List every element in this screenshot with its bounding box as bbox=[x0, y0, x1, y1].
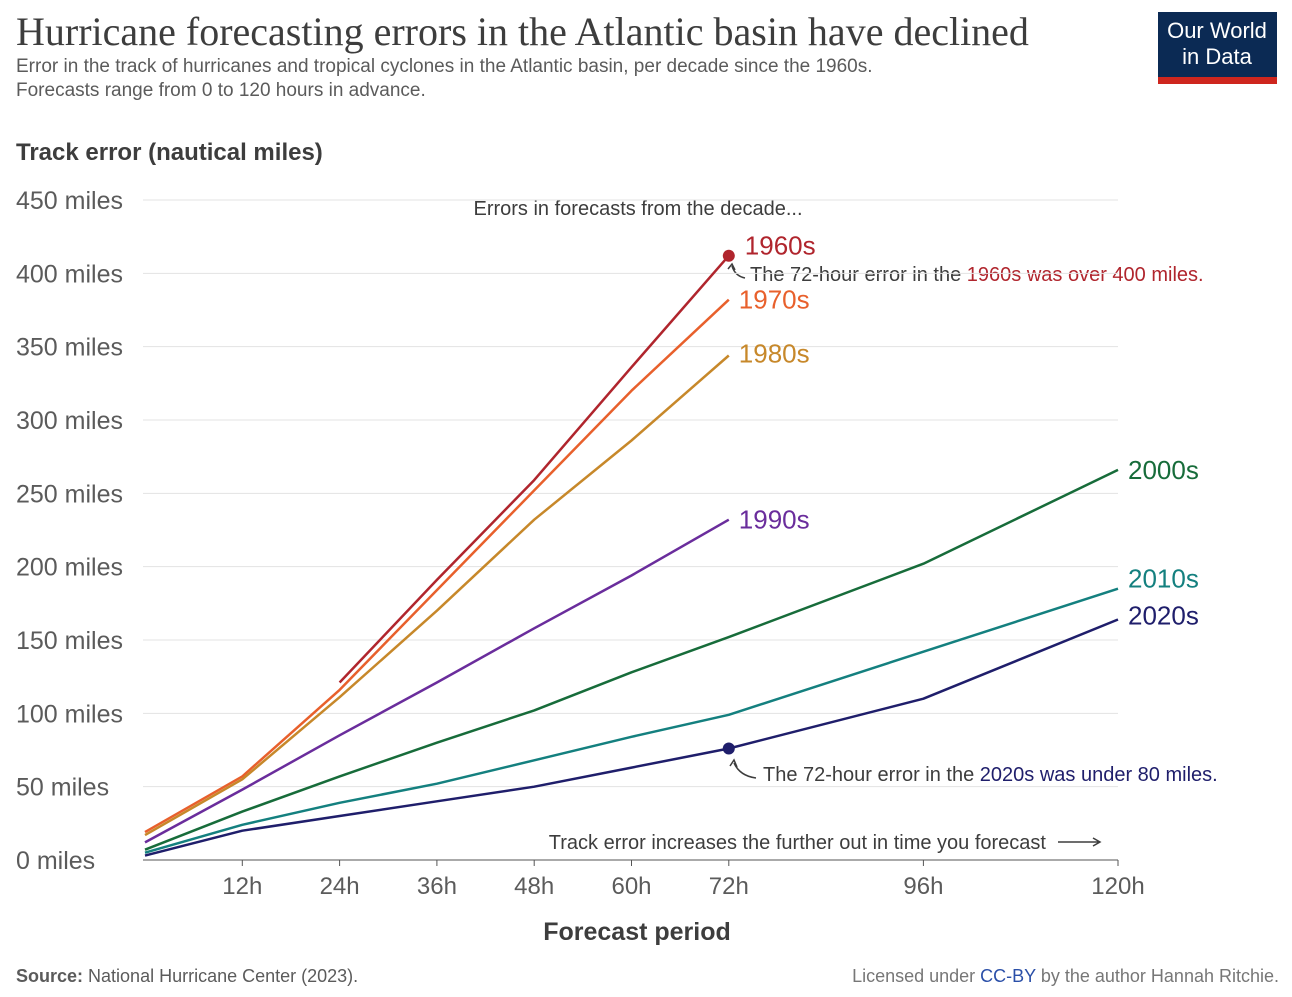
logo-bar bbox=[1158, 77, 1277, 84]
series-label: 2010s bbox=[1128, 564, 1199, 594]
line bbox=[144, 518, 730, 844]
y-tick-label: 150 miles bbox=[16, 627, 123, 655]
line bbox=[338, 254, 730, 684]
x-tick-label: 120h bbox=[1091, 873, 1144, 900]
license: Licensed under CC-BY by the author Hanna… bbox=[852, 966, 1279, 986]
x-axis-label: Forecast period bbox=[543, 918, 731, 946]
series-label: 2020s bbox=[1128, 600, 1199, 630]
license-link[interactable]: CC-BY bbox=[980, 966, 1036, 986]
annotation-arrow bbox=[733, 762, 757, 779]
y-axis-label: Track error (nautical miles) bbox=[16, 139, 323, 166]
annotation-arrow bbox=[729, 758, 738, 768]
source: Source: National Hurricane Center (2023)… bbox=[16, 966, 358, 986]
x-tick-label: 24h bbox=[320, 873, 360, 900]
series-label: 1970s bbox=[739, 285, 810, 315]
line bbox=[144, 354, 730, 837]
logo-box bbox=[1158, 12, 1277, 78]
source-label: Source: bbox=[16, 966, 83, 986]
y-tick-label: 300 miles bbox=[16, 407, 123, 435]
series-label: 1980s bbox=[739, 338, 810, 368]
annotation: Errors in forecasts from the decade... bbox=[473, 198, 802, 220]
y-tick-label: 350 miles bbox=[16, 334, 123, 362]
annotation-arrow bbox=[731, 265, 746, 279]
series-label: 1960s bbox=[745, 231, 816, 261]
annotation-highlight: 2020s was under 80 miles. bbox=[980, 764, 1218, 786]
annotation: Track error increases the further out in… bbox=[549, 832, 1047, 854]
x-tick-label: 96h bbox=[903, 873, 943, 900]
y-tick-label: 400 miles bbox=[16, 260, 123, 288]
annotation: The 72-hour error in the 1960s was over … bbox=[750, 264, 1204, 286]
line bbox=[144, 587, 1119, 854]
x-tick-label: 36h bbox=[417, 873, 457, 900]
line bbox=[144, 298, 730, 834]
x-tick-label: 12h bbox=[222, 873, 262, 900]
annotation-text: The 72-hour error in the bbox=[750, 264, 967, 286]
logo: Our World in Data bbox=[1158, 12, 1277, 84]
x-tick-label: 60h bbox=[611, 873, 651, 900]
x-tick-label: 48h bbox=[514, 873, 554, 900]
highlight-point bbox=[722, 249, 735, 262]
license-text: Licensed under bbox=[852, 966, 980, 986]
annotation-text: The 72-hour error in the bbox=[763, 764, 980, 786]
y-tick-label: 0 miles bbox=[16, 847, 95, 875]
license-text: by the author Hannah Ritchie. bbox=[1036, 966, 1279, 986]
source-text: National Hurricane Center (2023). bbox=[83, 966, 358, 986]
y-tick-label: 200 miles bbox=[16, 554, 123, 582]
y-tick-label: 250 miles bbox=[16, 480, 123, 508]
annotation-highlight: 1960s was over 400 miles. bbox=[967, 264, 1204, 286]
annotation-arrow bbox=[1058, 837, 1102, 847]
y-tick-label: 100 miles bbox=[16, 700, 123, 728]
logo-text: Our World bbox=[1167, 18, 1267, 43]
x-tick-label: 72h bbox=[709, 873, 749, 900]
annotation: The 72-hour error in the 2020s was under… bbox=[763, 764, 1218, 786]
y-tick-label: 50 miles bbox=[16, 774, 109, 802]
y-tick-label: 450 miles bbox=[16, 187, 123, 215]
series-label: 2000s bbox=[1128, 455, 1199, 485]
line bbox=[144, 618, 1119, 857]
chart-title: Hurricane forecasting errors in the Atla… bbox=[16, 9, 1029, 54]
highlight-point bbox=[722, 742, 735, 755]
series-label: 1990s bbox=[739, 505, 810, 535]
subtitle: Error in the track of hurricanes and tro… bbox=[16, 56, 873, 77]
line bbox=[144, 468, 1119, 851]
subtitle: Forecasts range from 0 to 120 hours in a… bbox=[16, 80, 426, 101]
annotation-arrow bbox=[727, 262, 736, 271]
logo-text: in Data bbox=[1182, 44, 1252, 69]
